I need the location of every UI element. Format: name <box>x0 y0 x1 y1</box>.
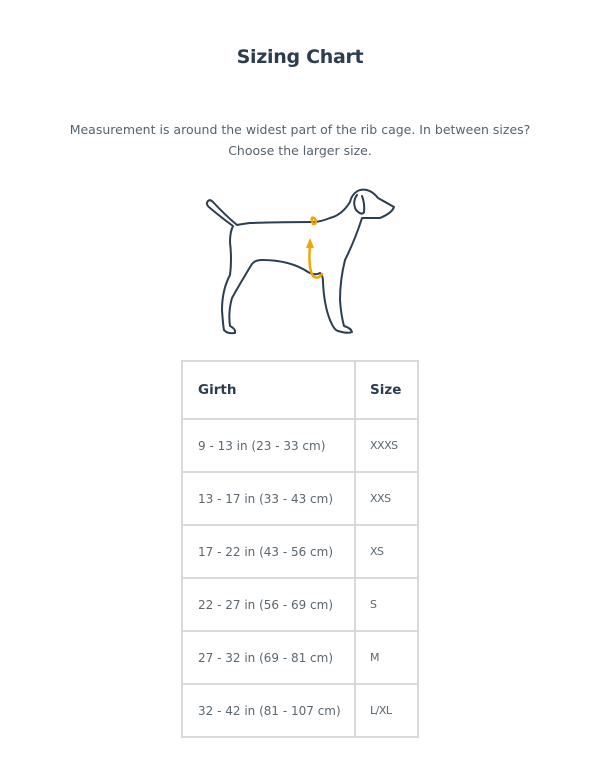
girth-cell: 13 - 17 in (33 - 43 cm) <box>181 471 356 526</box>
size-cell: XS <box>354 524 419 579</box>
girth-cell: 17 - 22 in (43 - 56 cm) <box>181 524 356 579</box>
table-header-row: Girth Size <box>181 360 419 420</box>
size-cell: XXS <box>354 471 419 526</box>
instruction-line-2: Choose the larger size. <box>228 143 372 158</box>
sizing-table: Girth Size 9 - 13 in (23 - 33 cm) XXXS 13… <box>181 360 419 738</box>
size-cell: L/XL <box>354 683 419 738</box>
table-row: 17 - 22 in (43 - 56 cm) XS <box>181 524 419 579</box>
size-cell: XXXS <box>354 418 419 473</box>
table-row: 27 - 32 in (69 - 81 cm) M <box>181 630 419 685</box>
table-row: 32 - 42 in (81 - 107 cm) L/XL <box>181 683 419 738</box>
dog-outline <box>205 188 395 335</box>
girth-arrow <box>308 216 324 279</box>
table-row: 13 - 17 in (33 - 43 cm) XXS <box>181 471 419 526</box>
girth-cell: 32 - 42 in (81 - 107 cm) <box>181 683 356 738</box>
girth-cell: 27 - 32 in (69 - 81 cm) <box>181 630 356 685</box>
size-cell: M <box>354 630 419 685</box>
size-cell: S <box>354 577 419 632</box>
table-row: 22 - 27 in (56 - 69 cm) S <box>181 577 419 632</box>
dog-ear <box>353 194 366 215</box>
girth-cell: 22 - 27 in (56 - 69 cm) <box>181 577 356 632</box>
instruction-line-1: Measurement is around the widest part of… <box>69 122 531 137</box>
header-size: Size <box>354 360 419 420</box>
measurement-instructions: Measurement is around the widest part of… <box>40 119 560 161</box>
page-title: Sizing Chart <box>236 46 364 68</box>
girth-cell: 9 - 13 in (23 - 33 cm) <box>181 418 356 473</box>
header-girth: Girth <box>181 360 356 420</box>
dog-girth-measurement-icon <box>205 188 395 335</box>
girth-arrow-head <box>306 238 314 248</box>
table-row: 9 - 13 in (23 - 33 cm) XXXS <box>181 418 419 473</box>
